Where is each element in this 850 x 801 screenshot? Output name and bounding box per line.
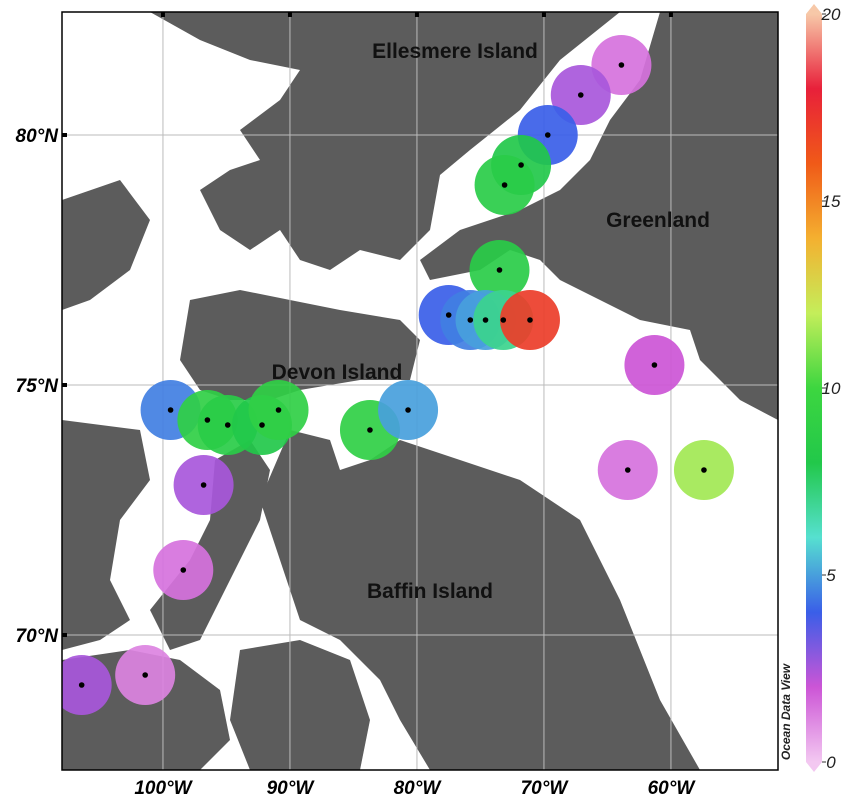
colorbar-label: 15 [822, 192, 841, 211]
station-dot [224, 422, 231, 428]
station-dot [544, 132, 551, 138]
colorbar [806, 14, 822, 762]
y-tick-label: 80°N [16, 126, 60, 147]
station-dot [482, 317, 489, 323]
y-tick-label: 70°N [16, 626, 60, 647]
frame [61, 11, 779, 771]
station-dot [651, 362, 658, 368]
station-dot [180, 567, 187, 573]
y-tick-label: 75°N [16, 376, 60, 397]
x-tick-label: 70°W [521, 778, 570, 799]
colorbar-label: 5 [826, 566, 836, 585]
colorbar-cap [806, 762, 822, 772]
colorbar-label: 0 [826, 753, 836, 772]
station-dot [518, 162, 524, 168]
station-dot [501, 182, 508, 188]
station-dot [701, 467, 707, 473]
station-dot [167, 407, 174, 413]
station-dot [527, 317, 533, 323]
station-dot [405, 407, 411, 413]
place-label: Devon Island [272, 361, 403, 384]
x-tick-label: 80°W [394, 778, 443, 799]
station-dot [200, 482, 207, 488]
x-tick-label: 60°W [648, 778, 697, 799]
station-dot [78, 682, 85, 688]
x-tick-label: 90°W [267, 778, 316, 799]
station-dot [445, 312, 452, 318]
station-dot [624, 467, 631, 473]
place-label: Baffin Island [367, 580, 493, 603]
station-dot [275, 407, 282, 413]
station-field [62, 655, 112, 715]
colorbar-label: 10 [822, 379, 841, 398]
colorbar-cap [806, 4, 822, 14]
station-dot [500, 317, 507, 323]
land [62, 12, 778, 770]
station-dot [496, 267, 503, 273]
station-dot [142, 672, 148, 678]
station-dot [467, 317, 474, 323]
station-dot [259, 422, 265, 428]
station-dot [367, 427, 373, 433]
place-label: Greenland [606, 209, 710, 232]
place-label: Ellesmere Island [372, 40, 538, 63]
station-dot [204, 417, 211, 423]
station-dot [618, 62, 625, 68]
credit: Ocean Data View [779, 663, 793, 760]
x-tick-label: 100°W [134, 778, 193, 799]
station-dot [577, 92, 584, 98]
colorbar-label: 20 [821, 5, 841, 24]
